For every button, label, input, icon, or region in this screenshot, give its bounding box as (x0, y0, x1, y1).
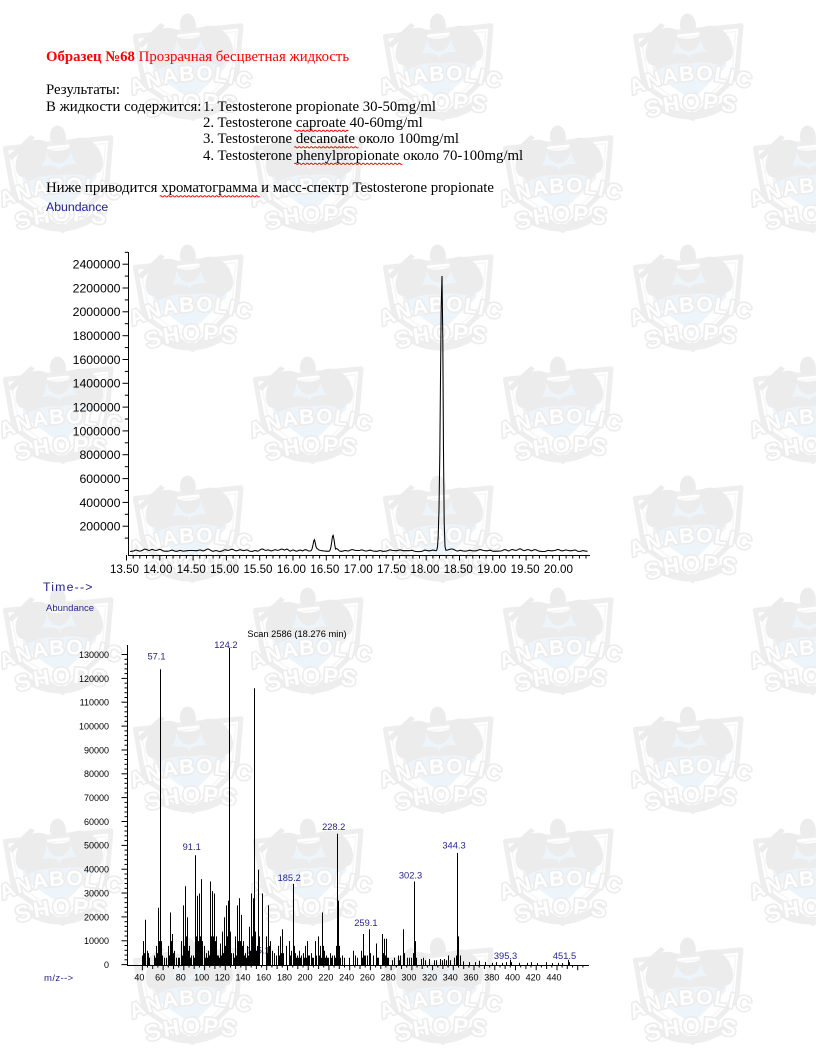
svg-text:120: 120 (215, 972, 230, 982)
svg-text:16.50: 16.50 (310, 563, 339, 576)
svg-text:60000: 60000 (84, 817, 109, 827)
svg-text:320: 320 (422, 972, 437, 982)
svg-text:340: 340 (443, 972, 458, 982)
svg-text:100: 100 (194, 972, 209, 982)
svg-text:420: 420 (526, 972, 541, 982)
svg-text:140: 140 (235, 972, 250, 982)
svg-text:Abundance: Abundance (46, 603, 94, 614)
svg-text:70000: 70000 (84, 793, 109, 803)
svg-text:300: 300 (401, 972, 416, 982)
svg-text:60: 60 (155, 972, 165, 982)
svg-text:80: 80 (176, 972, 186, 982)
svg-text:1600000: 1600000 (73, 353, 121, 367)
svg-text:180: 180 (277, 972, 292, 982)
svg-text:160: 160 (256, 972, 271, 982)
svg-text:200000: 200000 (79, 520, 120, 534)
svg-text:15.50: 15.50 (243, 563, 272, 576)
svg-text:100000: 100000 (79, 722, 109, 732)
svg-text:17.00: 17.00 (344, 563, 373, 576)
svg-text:600000: 600000 (79, 472, 120, 486)
svg-text:2000000: 2000000 (73, 305, 121, 319)
svg-text:280: 280 (381, 972, 396, 982)
svg-text:20000: 20000 (84, 912, 109, 922)
svg-text:240: 240 (339, 972, 354, 982)
svg-text:40000: 40000 (84, 865, 109, 875)
svg-text:17.50: 17.50 (377, 563, 406, 576)
svg-text:10000: 10000 (84, 936, 109, 946)
svg-text:1400000: 1400000 (73, 377, 121, 391)
svg-text:90000: 90000 (84, 745, 109, 755)
svg-text:200: 200 (298, 972, 313, 982)
svg-text:2400000: 2400000 (73, 258, 121, 272)
svg-text:2200000: 2200000 (73, 281, 121, 295)
svg-text:1200000: 1200000 (73, 401, 121, 415)
svg-text:19.00: 19.00 (477, 563, 506, 576)
svg-text:91.1: 91.1 (183, 842, 201, 852)
svg-text:1000000: 1000000 (73, 424, 121, 438)
svg-text:0: 0 (104, 960, 109, 970)
svg-text:451.5: 451.5 (553, 951, 576, 961)
svg-text:260: 260 (360, 972, 375, 982)
svg-text:18.50: 18.50 (444, 563, 473, 576)
svg-text:110000: 110000 (80, 698, 109, 708)
svg-text:380: 380 (484, 972, 499, 982)
svg-text:50000: 50000 (84, 841, 109, 851)
svg-text:19.50: 19.50 (511, 563, 540, 576)
svg-text:130000: 130000 (79, 650, 109, 660)
svg-text:120000: 120000 (79, 674, 109, 684)
svg-text:m/z-->: m/z--> (44, 973, 74, 984)
svg-text:16.00: 16.00 (277, 563, 306, 576)
svg-text:800000: 800000 (79, 448, 120, 462)
svg-text:Time-->: Time--> (43, 580, 94, 594)
svg-text:30000: 30000 (84, 888, 109, 898)
svg-text:344.3: 344.3 (442, 841, 465, 851)
svg-text:13.50: 13.50 (110, 563, 139, 576)
svg-text:220: 220 (318, 972, 333, 982)
svg-text:80000: 80000 (84, 769, 109, 779)
svg-text:14.50: 14.50 (177, 563, 206, 576)
svg-text:57.1: 57.1 (147, 652, 165, 662)
svg-text:1800000: 1800000 (73, 329, 121, 343)
svg-text:20.00: 20.00 (544, 563, 573, 576)
svg-text:14.00: 14.00 (143, 563, 172, 576)
svg-text:302.3: 302.3 (399, 871, 422, 881)
svg-text:185.2: 185.2 (278, 873, 301, 883)
svg-text:360: 360 (463, 972, 478, 982)
svg-text:Scan 2586 (18.276 min): Scan 2586 (18.276 min) (247, 629, 346, 639)
svg-text:440: 440 (546, 972, 561, 982)
svg-text:259.1: 259.1 (354, 918, 377, 928)
svg-text:Abundance: Abundance (46, 200, 108, 214)
svg-text:400: 400 (505, 972, 520, 982)
svg-text:395.3: 395.3 (494, 951, 517, 961)
svg-text:18.00: 18.00 (410, 563, 439, 576)
svg-text:15.00: 15.00 (210, 563, 239, 576)
svg-text:228.2: 228.2 (322, 822, 345, 832)
svg-text:400000: 400000 (79, 496, 120, 510)
svg-text:124.2: 124.2 (214, 640, 237, 650)
svg-text:40: 40 (134, 972, 144, 982)
